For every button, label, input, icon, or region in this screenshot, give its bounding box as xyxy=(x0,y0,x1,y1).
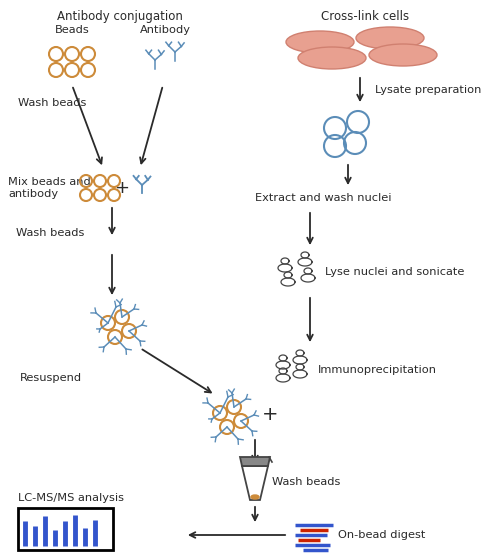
Text: Wash beads: Wash beads xyxy=(272,477,340,487)
Text: Lysate preparation: Lysate preparation xyxy=(375,85,481,95)
Text: Wash beads: Wash beads xyxy=(18,98,86,108)
Ellipse shape xyxy=(369,44,437,66)
Ellipse shape xyxy=(286,31,354,53)
Text: Cross-link cells: Cross-link cells xyxy=(321,10,409,23)
Polygon shape xyxy=(240,457,270,466)
Ellipse shape xyxy=(356,27,424,49)
Text: Extract and wash nuclei: Extract and wash nuclei xyxy=(255,193,391,203)
Text: Mix beads and
antibody: Mix beads and antibody xyxy=(8,177,91,199)
Text: Beads: Beads xyxy=(55,25,89,35)
Bar xyxy=(18,508,113,550)
Text: Wash beads: Wash beads xyxy=(16,228,84,238)
Text: +: + xyxy=(262,406,278,425)
Text: Resuspend: Resuspend xyxy=(20,373,82,383)
Polygon shape xyxy=(242,466,268,500)
Text: Antibody: Antibody xyxy=(139,25,191,35)
Text: On-bead digest: On-bead digest xyxy=(338,530,425,540)
Text: LC-MS/MS analysis: LC-MS/MS analysis xyxy=(18,493,124,503)
Text: Lyse nuclei and sonicate: Lyse nuclei and sonicate xyxy=(325,267,464,277)
Ellipse shape xyxy=(298,47,366,69)
Text: Antibody conjugation: Antibody conjugation xyxy=(57,10,183,23)
Text: +: + xyxy=(114,179,130,197)
Text: Immunoprecipitation: Immunoprecipitation xyxy=(318,365,437,375)
Ellipse shape xyxy=(251,495,259,499)
